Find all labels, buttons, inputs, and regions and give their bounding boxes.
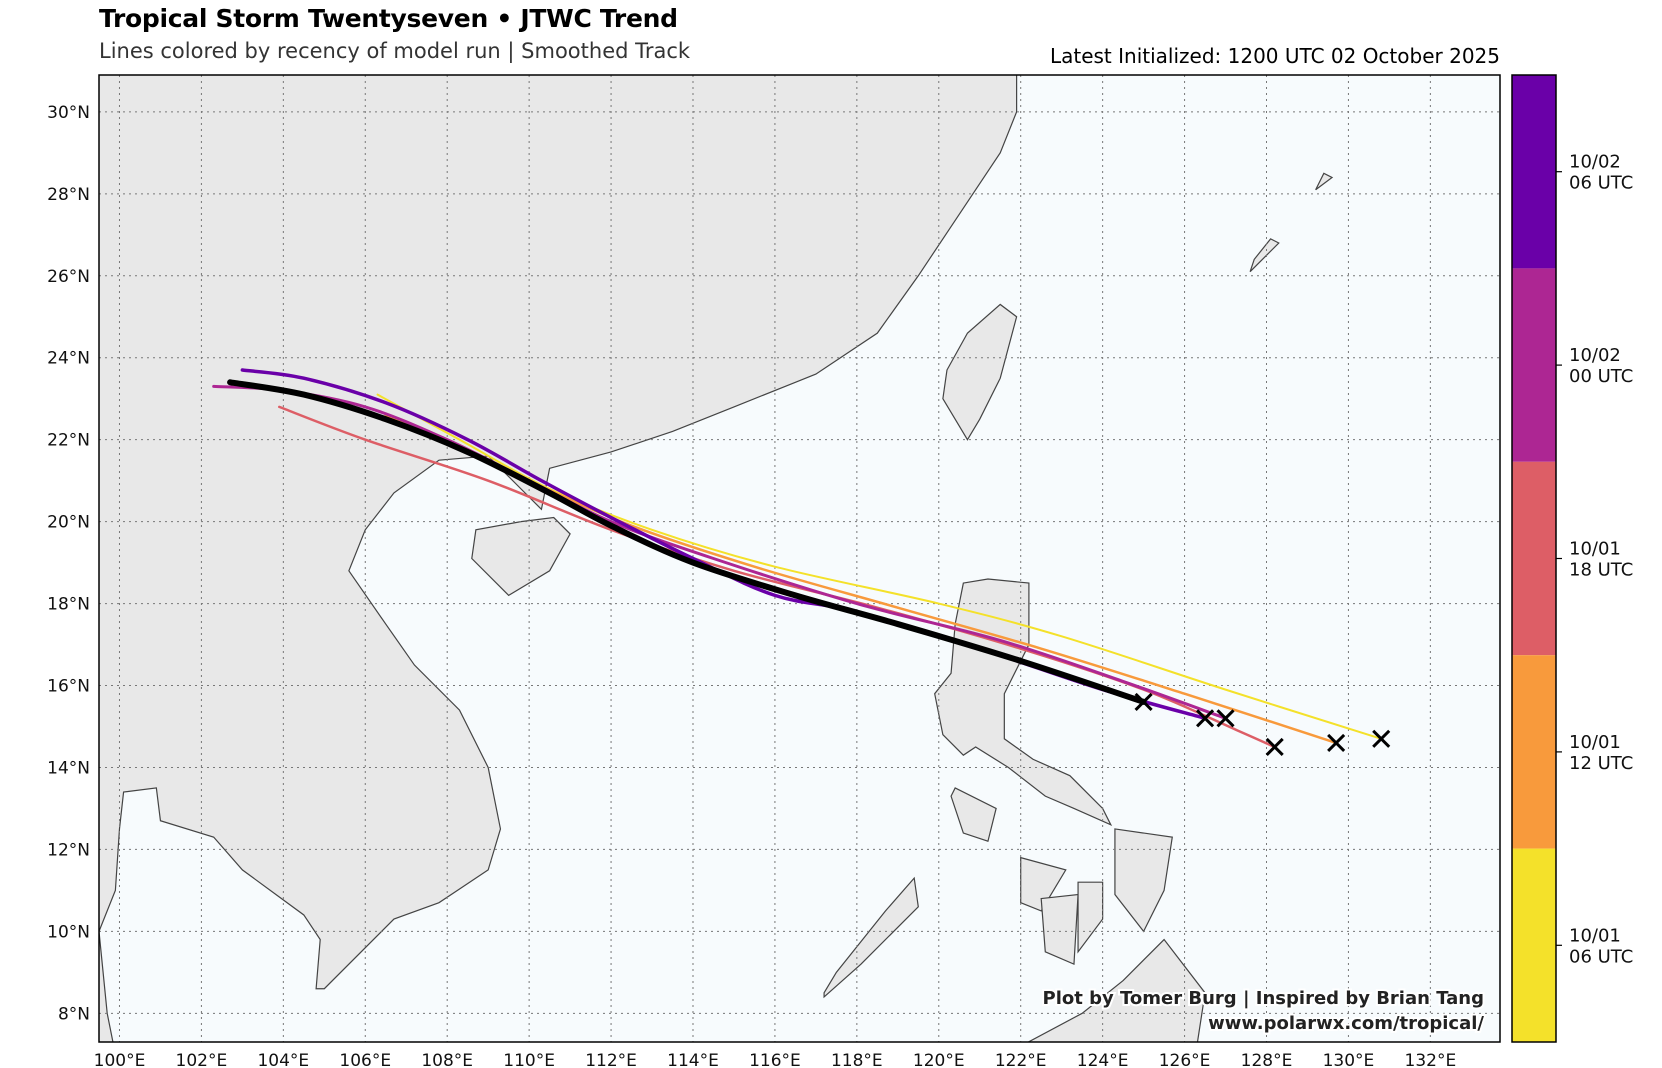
lon-tick-label: 132°E bbox=[1405, 1051, 1457, 1068]
lon-tick-label: 112°E bbox=[585, 1051, 637, 1068]
land-luzon bbox=[934, 578, 1113, 827]
initial-position-x-marker bbox=[1195, 709, 1215, 728]
lat-tick-label: 16°N bbox=[47, 677, 90, 697]
chart-subtitle: Lines colored by recency of model run | … bbox=[99, 39, 691, 63]
colorbar-label-date: 10/01 bbox=[1569, 732, 1621, 753]
land-layer bbox=[99, 50, 1398, 1042]
land-mainland-asia bbox=[99, 75, 1018, 1042]
lon-tick-label: 128°E bbox=[1241, 1051, 1293, 1068]
lon-tick-label: 130°E bbox=[1323, 1051, 1375, 1068]
land-negros bbox=[1040, 893, 1079, 966]
lat-tick-label: 14°N bbox=[47, 758, 90, 778]
track-line bbox=[376, 393, 1383, 740]
lat-tick-label: 8°N bbox=[58, 1004, 90, 1024]
land-panay bbox=[1020, 856, 1067, 912]
initial-position-x-marker bbox=[1134, 692, 1153, 711]
initial-position-x-marker bbox=[1327, 733, 1346, 752]
lon-tick-label: 120°E bbox=[913, 1051, 965, 1068]
lat-tick-label: 22°N bbox=[47, 431, 90, 451]
lat-tick-label: 26°N bbox=[47, 267, 90, 287]
colorbar-label-date: 10/01 bbox=[1569, 925, 1621, 946]
colorbar-label-time: 18 UTC bbox=[1569, 560, 1633, 581]
colorbar-label-date: 10/02 bbox=[1569, 152, 1621, 173]
lat-tick-label: 28°N bbox=[47, 185, 90, 205]
colorbar-label-time: 06 UTC bbox=[1569, 946, 1633, 967]
lon-tick-label: 102°E bbox=[176, 1051, 228, 1068]
lat-tick-label: 18°N bbox=[47, 595, 90, 615]
colorbar-segment bbox=[1512, 848, 1556, 1042]
land-cebu bbox=[1077, 881, 1104, 954]
chart-title: Tropical Storm Twentyseven • JTWC Trend bbox=[99, 4, 678, 33]
colorbar-segment bbox=[1512, 268, 1556, 462]
lon-tick-label: 126°E bbox=[1159, 1051, 1211, 1068]
lon-tick-label: 108°E bbox=[421, 1051, 473, 1068]
lat-tick-label: 20°N bbox=[47, 513, 90, 533]
land-amami bbox=[1315, 172, 1334, 191]
lon-tick-label: 124°E bbox=[1077, 1051, 1129, 1068]
land-okinawa bbox=[1249, 238, 1280, 273]
lon-tick-label: 100°E bbox=[94, 1051, 146, 1068]
axis-ticks: 100°E 102°E 104°E 106°E 108°E 110°E 112°E 114°E… bbox=[47, 103, 1456, 1068]
colorbar-frame bbox=[1511, 74, 1557, 1043]
initial-position-x-marker bbox=[1372, 729, 1391, 748]
colorbar-label-date: 10/01 bbox=[1569, 539, 1621, 560]
track-line bbox=[277, 405, 1276, 749]
land-kyushu-tip bbox=[1357, 50, 1398, 70]
lon-tick-label: 110°E bbox=[503, 1051, 555, 1068]
latest-initialized: Latest Initialized: 1200 UTC 02 October … bbox=[1049, 44, 1500, 68]
gridlines bbox=[99, 75, 1500, 1042]
land-hainan bbox=[471, 516, 571, 597]
lon-tick-label: 104°E bbox=[257, 1051, 309, 1068]
colorbar-label-time: 00 UTC bbox=[1569, 366, 1633, 387]
credit-line-2: www.polarwx.com/tropical/ bbox=[1208, 1013, 1484, 1034]
colorbar-label-time: 12 UTC bbox=[1569, 753, 1633, 774]
initial-position-x-marker bbox=[1216, 709, 1235, 728]
map-frame bbox=[98, 74, 1501, 1043]
lon-tick-label: 116°E bbox=[749, 1051, 801, 1068]
track-line bbox=[227, 379, 1147, 705]
track-layer bbox=[212, 368, 1391, 757]
land-palawan bbox=[823, 876, 919, 999]
lat-tick-label: 30°N bbox=[47, 103, 90, 123]
colorbar-segment bbox=[1512, 461, 1556, 656]
colorbar-label-date: 10/02 bbox=[1569, 345, 1621, 366]
initial-position-x-marker bbox=[1265, 737, 1284, 757]
lon-tick-label: 118°E bbox=[831, 1051, 883, 1068]
lat-tick-label: 24°N bbox=[47, 349, 90, 369]
colorbar-label-time: 06 UTC bbox=[1569, 173, 1633, 194]
lon-tick-label: 106°E bbox=[339, 1051, 391, 1068]
land-mindanao bbox=[1027, 938, 1206, 1042]
lat-tick-label: 10°N bbox=[47, 922, 90, 942]
land-samar-leyte bbox=[1114, 828, 1173, 933]
credit-line-1: Plot by Tomer Burg | Inspired by Brian T… bbox=[1043, 988, 1484, 1009]
lon-tick-label: 122°E bbox=[995, 1051, 1047, 1068]
lat-tick-label: 12°N bbox=[47, 840, 90, 860]
colorbar-segment bbox=[1512, 75, 1556, 269]
colorbar-segment bbox=[1512, 655, 1556, 849]
lon-tick-label: 114°E bbox=[667, 1051, 719, 1068]
land-mindoro bbox=[950, 787, 997, 842]
land-taiwan bbox=[942, 303, 1018, 441]
